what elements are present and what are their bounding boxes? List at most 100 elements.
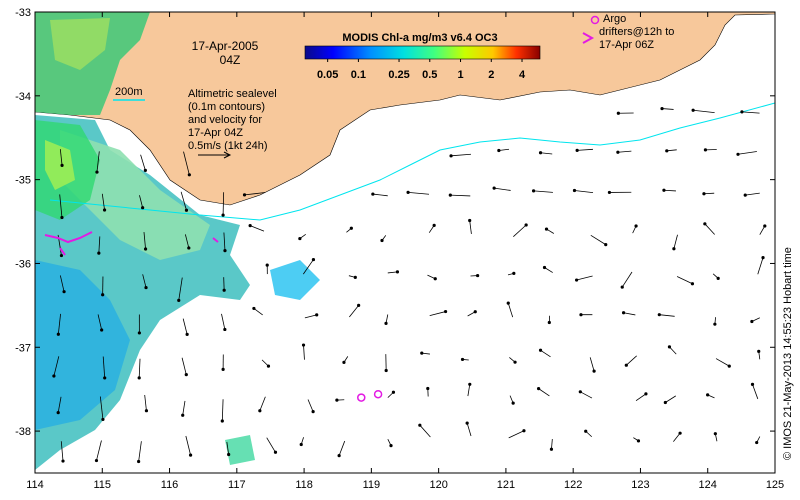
colorbar-tick-label: 2 [488, 69, 494, 81]
velocity-arrow [139, 195, 144, 208]
velocity-arrow-head [60, 215, 64, 220]
velocity-arrow [662, 108, 674, 110]
velocity-arrow [185, 435, 191, 456]
velocity-arrow-head [584, 429, 588, 433]
credit-label: © IMOS 21-May-2013 14:55:23 Hobart time [782, 247, 794, 460]
velocity-arrow-head [531, 189, 536, 193]
velocity-arrow-head [380, 238, 384, 243]
velocity-arrow-head [473, 310, 477, 314]
velocity-arrow [451, 153, 471, 157]
time-label: 04Z [220, 53, 241, 67]
velocity-arrow [513, 224, 527, 237]
argo-marker [357, 393, 366, 402]
velocity-arrow-head [465, 421, 469, 425]
velocity-arrow-head [524, 223, 528, 227]
velocity-arrow-head [242, 193, 247, 197]
velocity-arrow [467, 384, 471, 397]
velocity-arrow [498, 148, 510, 151]
velocity-arrow [673, 234, 678, 249]
velocity-arrow-head [185, 332, 189, 337]
velocity-arrow [138, 358, 141, 378]
velocity-arrow-head [258, 409, 262, 413]
velocity-arrow [222, 192, 225, 216]
velocity-arrow-head [220, 419, 224, 423]
velocity-arrow [142, 274, 147, 288]
velocity-arrow-head [761, 256, 765, 260]
velocity-arrow-head [389, 444, 393, 448]
velocity-arrow-head [476, 273, 480, 278]
velocity-arrow-head [384, 321, 388, 325]
velocity-arrow-head [184, 373, 188, 377]
velocity-arrow [745, 192, 760, 196]
velocity-arrow-head [512, 271, 516, 275]
velocity-arrow-head [137, 331, 141, 335]
velocity-arrow-head [315, 313, 319, 317]
velocity-arrow [57, 313, 61, 335]
velocity-arrow [715, 358, 730, 367]
velocity-arrow [338, 440, 346, 456]
velocity-arrow-head [95, 170, 99, 174]
velocity-arrow-head [97, 251, 101, 255]
svg-text:drifters@12h to: drifters@12h to [599, 26, 674, 38]
velocity-arrow-head [727, 364, 731, 368]
lat-tick-label: -37 [15, 342, 31, 354]
velocity-arrow [544, 267, 553, 273]
velocity-arrow [221, 399, 224, 422]
velocity-arrow-head [221, 367, 225, 372]
velocity-arrow [757, 257, 764, 275]
svg-text:17-Apr 04Z: 17-Apr 04Z [188, 127, 243, 139]
velocity-arrow-head [177, 298, 181, 302]
svg-text:(0.1m contours): (0.1m contours) [188, 101, 265, 113]
velocity-arrow-head [311, 257, 316, 262]
velocity-arrow [540, 152, 553, 155]
velocity-arrow [551, 439, 553, 450]
velocity-arrow-head [513, 360, 517, 364]
velocity-arrow-head [662, 188, 666, 192]
velocity-arrow-head [544, 227, 549, 231]
velocity-arrow [676, 276, 693, 285]
velocity-arrow-head [592, 369, 596, 373]
svg-text:MODIS Chl-a mg/m3 v6.4 OC3: MODIS Chl-a mg/m3 v6.4 OC3 [342, 32, 497, 44]
velocity-arrow-head [657, 313, 661, 317]
lat-tick-label: -36 [15, 258, 31, 270]
velocity-arrow [589, 357, 595, 372]
colorbar: MODIS Chl-a mg/m3 v6.4 OC3 0.05 0.1 0.25 0.… [304, 32, 541, 81]
velocity-arrow-head [265, 263, 269, 267]
velocity-arrow-head [706, 393, 710, 397]
velocity-arrow-head [311, 409, 315, 414]
velocity-arrow-head [468, 218, 472, 223]
velocity-arrow-head [736, 152, 740, 156]
velocity-arrow [304, 314, 317, 319]
velocity-arrow [98, 236, 101, 254]
velocity-arrow-head [621, 311, 626, 315]
velocity-arrow [621, 271, 633, 288]
velocity-arrow-head [61, 459, 65, 463]
velocity-arrow-head [418, 423, 422, 427]
velocity-arrow-head [143, 168, 147, 172]
velocity-arrow-head [420, 351, 424, 355]
velocity-arrow [101, 193, 105, 211]
velocity-arrow [349, 305, 359, 318]
lon-tick-label: 119 [363, 479, 381, 491]
svg-text:Argo: Argo [603, 13, 626, 25]
velocity-arrow [626, 355, 637, 366]
velocity-arrow-head [141, 206, 145, 210]
velocity-arrow-head [426, 386, 430, 391]
velocity-arrow [143, 232, 146, 250]
velocity-arrow-head [506, 301, 510, 305]
velocity-arrow-head [703, 148, 708, 152]
svg-text:0.5m/s (1kt 24h): 0.5m/s (1kt 24h) [188, 140, 267, 152]
velocity-arrow-head [187, 246, 191, 250]
velocity-arrow-head [713, 432, 717, 436]
velocity-arrow-head [667, 345, 672, 349]
velocity-arrow [703, 192, 715, 195]
velocity-arrow-head [56, 332, 60, 336]
velocity-arrow-head [665, 149, 669, 153]
velocity-arrow-head [572, 188, 577, 193]
sealevel-legend: Altimetric sealevel (0.1m contours) and … [188, 88, 277, 159]
velocity-arrow-head [750, 382, 755, 387]
velocity-arrow [659, 314, 675, 317]
velocity-arrow-head [94, 458, 99, 463]
velocity-arrow [663, 189, 676, 192]
velocity-arrow-head [342, 360, 346, 364]
